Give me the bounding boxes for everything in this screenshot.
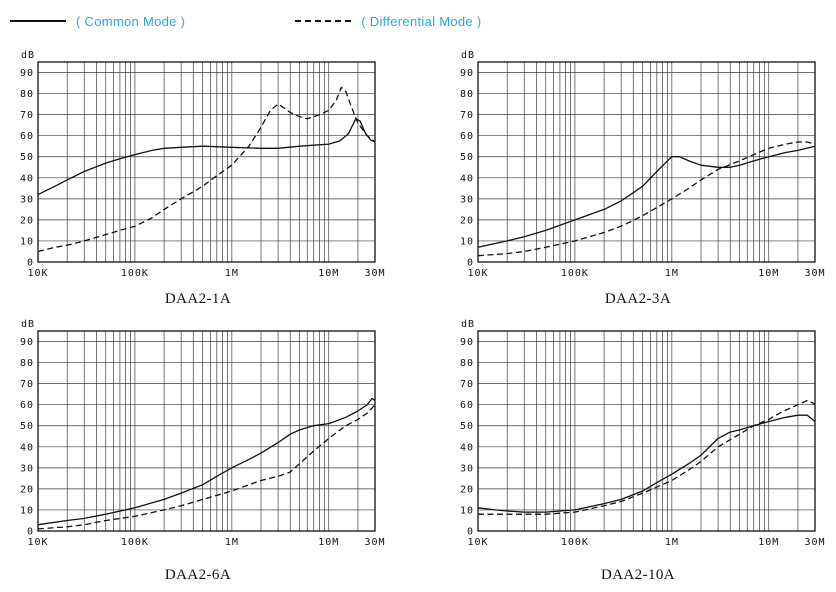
svg-text:40: 40 bbox=[20, 442, 34, 453]
charts-grid: 0 10 20 30 40 50 60 70 80 90 dB 10K 100K 1M 10M 30M DAA… bbox=[8, 48, 828, 587]
svg-text:dB: dB bbox=[21, 319, 35, 330]
svg-text:80: 80 bbox=[460, 89, 474, 100]
svg-text:20: 20 bbox=[20, 484, 34, 495]
svg-text:10K: 10K bbox=[27, 537, 48, 548]
svg-text:100K: 100K bbox=[561, 268, 589, 279]
svg-text:60: 60 bbox=[460, 131, 474, 142]
svg-text:100K: 100K bbox=[121, 537, 149, 548]
chart-daa2-3a: 0 10 20 30 40 50 60 70 80 90 dB 10K 100K 1M 10M 30M DAA… bbox=[448, 48, 828, 311]
solid-line-icon bbox=[10, 20, 66, 22]
svg-text:10: 10 bbox=[20, 236, 34, 247]
chart-daa2-1a: 0 10 20 30 40 50 60 70 80 90 dB 10K 100K 1M 10M 30M DAA… bbox=[8, 48, 388, 311]
svg-text:30: 30 bbox=[20, 194, 34, 205]
chart-title-daa2-3a: DAA2-3A bbox=[604, 291, 672, 307]
svg-text:70: 70 bbox=[20, 379, 34, 390]
legend-item-common: ( Common Mode ) bbox=[10, 14, 185, 29]
svg-text:10M: 10M bbox=[758, 268, 779, 279]
svg-text:90: 90 bbox=[460, 337, 474, 348]
chart-title-daa2-10a: DAA2-10A bbox=[600, 567, 676, 583]
svg-text:80: 80 bbox=[20, 358, 34, 369]
svg-text:10M: 10M bbox=[318, 268, 339, 279]
svg-text:1M: 1M bbox=[225, 537, 239, 548]
svg-text:0: 0 bbox=[27, 527, 34, 538]
svg-text:1M: 1M bbox=[665, 268, 679, 279]
svg-text:0: 0 bbox=[467, 527, 474, 538]
svg-text:20: 20 bbox=[20, 215, 34, 226]
svg-text:0: 0 bbox=[467, 258, 474, 269]
svg-text:0: 0 bbox=[27, 258, 34, 269]
legend-differential-label: ( Differential Mode ) bbox=[361, 13, 482, 29]
chart-daa2-3a-plot: 0 10 20 30 40 50 60 70 80 90 dB 10K 100K 1M 10M 30M bbox=[460, 50, 825, 279]
svg-text:dB: dB bbox=[461, 50, 475, 61]
svg-text:100K: 100K bbox=[121, 268, 149, 279]
svg-text:30M: 30M bbox=[804, 268, 825, 279]
svg-text:70: 70 bbox=[460, 379, 474, 390]
svg-text:60: 60 bbox=[20, 131, 34, 142]
svg-text:1M: 1M bbox=[225, 268, 239, 279]
svg-text:50: 50 bbox=[460, 421, 474, 432]
svg-text:40: 40 bbox=[460, 442, 474, 453]
svg-text:10M: 10M bbox=[758, 537, 779, 548]
svg-text:70: 70 bbox=[460, 110, 474, 121]
svg-text:30M: 30M bbox=[364, 268, 385, 279]
svg-text:10K: 10K bbox=[467, 537, 488, 548]
legend-item-differential: ( Differential Mode ) bbox=[295, 14, 481, 29]
svg-text:30M: 30M bbox=[364, 537, 385, 548]
chart-title-daa2-1a: DAA2-1A bbox=[164, 291, 232, 307]
svg-text:90: 90 bbox=[460, 68, 474, 79]
chart-title-daa2-6a: DAA2-6A bbox=[164, 567, 232, 583]
svg-text:40: 40 bbox=[460, 173, 474, 184]
svg-text:dB: dB bbox=[21, 50, 35, 61]
svg-text:10: 10 bbox=[460, 236, 474, 247]
chart-daa2-6a-plot: 0 10 20 30 40 50 60 70 80 90 dB 10K 100K 1M 10M 30M bbox=[20, 319, 385, 548]
svg-text:60: 60 bbox=[20, 400, 34, 411]
chart-daa2-10a: 0 10 20 30 40 50 60 70 80 90 dB 10K 100K 1M 10M 30M DAA… bbox=[448, 317, 828, 587]
legend: ( Common Mode ) ( Differential Mode ) bbox=[10, 8, 828, 34]
chart-daa2-10a-plot: 0 10 20 30 40 50 60 70 80 90 dB 10K 100K 1M 10M 30M bbox=[460, 319, 825, 548]
svg-text:30M: 30M bbox=[804, 537, 825, 548]
svg-text:20: 20 bbox=[460, 484, 474, 495]
svg-text:1M: 1M bbox=[665, 537, 679, 548]
dashed-line-icon bbox=[295, 20, 352, 22]
svg-text:50: 50 bbox=[20, 152, 34, 163]
svg-text:10K: 10K bbox=[467, 268, 488, 279]
svg-text:60: 60 bbox=[460, 400, 474, 411]
chart-daa2-6a: 0 10 20 30 40 50 60 70 80 90 dB 10K 100K 1M 10M 30M DAA… bbox=[8, 317, 388, 587]
svg-text:70: 70 bbox=[20, 110, 34, 121]
svg-text:30: 30 bbox=[460, 194, 474, 205]
svg-text:dB: dB bbox=[461, 319, 475, 330]
svg-text:10: 10 bbox=[20, 505, 34, 516]
svg-text:20: 20 bbox=[460, 215, 474, 226]
svg-text:30: 30 bbox=[460, 463, 474, 474]
svg-text:10K: 10K bbox=[27, 268, 48, 279]
svg-text:80: 80 bbox=[20, 89, 34, 100]
chart-daa2-1a-plot: 0 10 20 30 40 50 60 70 80 90 dB 10K 100K 1M 10M 30M bbox=[20, 50, 385, 279]
svg-text:10M: 10M bbox=[318, 537, 339, 548]
svg-text:90: 90 bbox=[20, 337, 34, 348]
svg-text:90: 90 bbox=[20, 68, 34, 79]
svg-text:50: 50 bbox=[460, 152, 474, 163]
svg-text:100K: 100K bbox=[561, 537, 589, 548]
legend-common-label: ( Common Mode ) bbox=[76, 13, 186, 29]
svg-text:40: 40 bbox=[20, 173, 34, 184]
svg-text:30: 30 bbox=[20, 463, 34, 474]
svg-text:10: 10 bbox=[460, 505, 474, 516]
svg-text:80: 80 bbox=[460, 358, 474, 369]
svg-text:50: 50 bbox=[20, 421, 34, 432]
